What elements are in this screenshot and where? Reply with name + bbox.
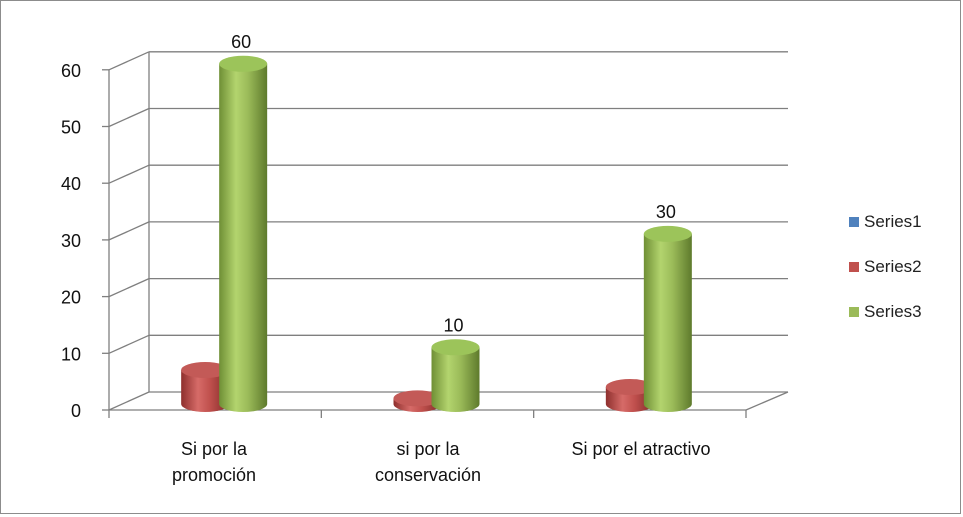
legend: Series1 Series2 Series3 [849,210,959,345]
bar-series3 [431,339,480,412]
bar-series3 [643,225,692,412]
labels: 0 10 20 30 40 50 60 60 10 30 [61,32,676,421]
data-label: 30 [656,202,676,222]
legend-label: Series2 [864,256,922,276]
x-tick-label: Si por la promoción [119,436,309,488]
data-label: 60 [231,32,251,52]
y-tick-label: 10 [61,344,81,364]
x-tick-label: Si por el atractivo [546,436,736,462]
bar-series3 [219,55,268,412]
legend-swatch-series1 [849,216,859,227]
legend-swatch-series2 [849,261,859,272]
legend-swatch-series3 [849,306,859,317]
x-tick-label: si por la conservación [333,436,523,488]
y-tick-label: 20 [61,288,81,308]
x-tick-label-line: promoción [171,465,257,485]
bar-series2 [605,378,654,412]
bar-series2 [393,390,442,412]
gridline [108,107,788,128]
y-tick-label: 60 [61,61,81,81]
legend-item-series1: Series1 [849,210,959,233]
data-label: 10 [443,315,463,335]
legend-item-series2: Series2 [849,255,959,278]
x-tick-label-line: conservación [374,465,482,485]
bars [181,55,692,412]
legend-item-series3: Series3 [849,300,959,323]
x-tick-label-line: si por la [396,439,460,459]
x-tick-label-line: Si por el atractivo [571,439,711,459]
gridline [108,164,788,184]
x-tick-label-line: Si por la [180,439,248,459]
y-tick-label: 50 [61,118,81,138]
y-tick-label: 30 [61,231,81,251]
bar-series2 [181,361,230,412]
gridline [108,51,788,71]
legend-label: Series3 [864,301,922,321]
y-tick-label: 0 [71,401,81,421]
y-tick-label: 40 [61,174,81,194]
legend-label: Series1 [864,211,922,231]
